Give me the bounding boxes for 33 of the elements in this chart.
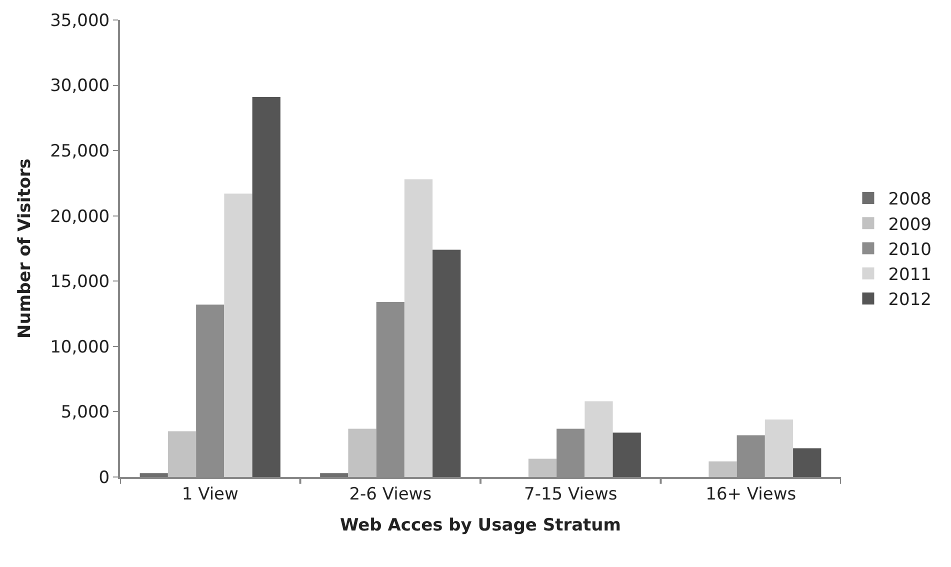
bar bbox=[252, 97, 280, 477]
y-tick-label: 5,000 bbox=[60, 402, 110, 423]
bar bbox=[140, 473, 168, 477]
bar bbox=[432, 250, 461, 477]
bar bbox=[348, 428, 376, 477]
x-tick-label: 7-15 Views bbox=[524, 484, 618, 504]
y-axis-title: Number of Visitors bbox=[15, 158, 36, 338]
y-tick-label: 0 bbox=[98, 468, 110, 488]
y-tick-label: 25,000 bbox=[50, 142, 110, 162]
bar bbox=[224, 194, 252, 477]
legend-label: 2009 bbox=[888, 214, 932, 235]
legend-label: 2012 bbox=[888, 290, 932, 310]
x-tick-label: 16+ Views bbox=[706, 484, 796, 504]
y-tick-label: 15,000 bbox=[50, 272, 110, 292]
y-tick-label: 35,000 bbox=[50, 10, 110, 31]
bar bbox=[708, 461, 737, 477]
legend-label: 2011 bbox=[888, 264, 932, 285]
bar bbox=[168, 431, 196, 477]
legend-label: 2008 bbox=[888, 190, 932, 210]
x-tick-label: 2-6 Views bbox=[349, 484, 432, 504]
x-tick-label: 1 View bbox=[182, 484, 239, 504]
bar bbox=[404, 179, 433, 477]
bar bbox=[320, 473, 348, 477]
legend-label: 2010 bbox=[888, 240, 932, 260]
bar bbox=[528, 458, 557, 477]
y-tick-label: 10,000 bbox=[50, 337, 110, 358]
x-axis-title: Web Acces by Usage Stratum bbox=[340, 515, 621, 536]
bar bbox=[584, 401, 613, 477]
y-tick-label: 30,000 bbox=[50, 76, 110, 96]
bar bbox=[793, 448, 822, 477]
bar bbox=[764, 420, 794, 477]
bar bbox=[612, 432, 641, 477]
y-tick-label: 20,000 bbox=[50, 206, 110, 227]
